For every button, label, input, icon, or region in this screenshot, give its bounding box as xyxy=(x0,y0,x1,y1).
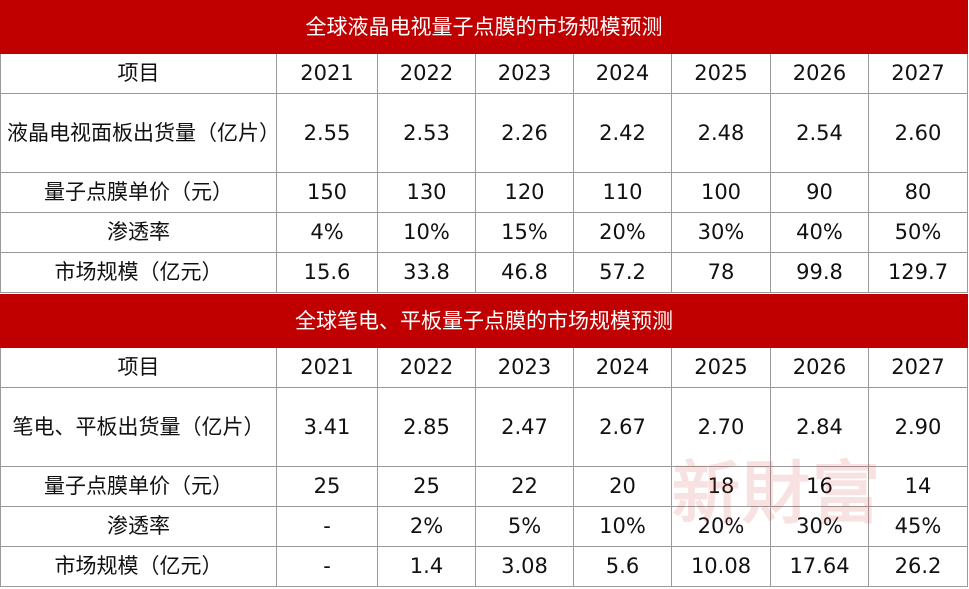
header-cell: 2025 xyxy=(671,53,771,94)
table-cell: 17.64 xyxy=(770,546,869,587)
table-cell: 20% xyxy=(573,212,672,253)
tv-quantum-dot-table: 全球液晶电视量子点膜的市场规模预测 项目 2021 2022 2023 2024… xyxy=(0,0,968,293)
table-cell: 1.4 xyxy=(377,546,476,587)
row-label: 渗透率 xyxy=(0,506,277,547)
header-cell: 2021 xyxy=(276,53,378,94)
table-cell: 2.42 xyxy=(573,93,672,173)
table-row: 市场规模（亿元） - 1.4 3.08 5.6 10.08 17.64 26.2 xyxy=(0,546,968,587)
table-cell: 2.90 xyxy=(868,387,968,467)
header-cell: 2024 xyxy=(573,347,672,388)
table-cell: 100 xyxy=(671,172,771,213)
table-cell: 20 xyxy=(573,466,672,507)
table-cell: 2% xyxy=(377,506,476,547)
table-cell: 14 xyxy=(868,466,968,507)
table-cell: 25 xyxy=(276,466,378,507)
header-cell: 2024 xyxy=(573,53,672,94)
table-cell: 22 xyxy=(475,466,574,507)
table-cell: 2.47 xyxy=(475,387,574,467)
table-cell: 90 xyxy=(770,172,869,213)
row-label: 市场规模（亿元） xyxy=(0,252,277,293)
table-cell: 30% xyxy=(671,212,771,253)
header-cell: 2026 xyxy=(770,53,869,94)
table-cell: 25 xyxy=(377,466,476,507)
row-label: 渗透率 xyxy=(0,212,277,253)
table-cell: 110 xyxy=(573,172,672,213)
table-cell: 10% xyxy=(573,506,672,547)
table-cell: 15% xyxy=(475,212,574,253)
table-cell: 2.54 xyxy=(770,93,869,173)
header-cell: 项目 xyxy=(0,347,277,388)
table-row: 液晶电视面板出货量（亿片） 2.55 2.53 2.26 2.42 2.48 2… xyxy=(0,93,968,173)
table-cell: 57.2 xyxy=(573,252,672,293)
table-cell: 3.41 xyxy=(276,387,378,467)
table-cell: 45% xyxy=(868,506,968,547)
table-cell: 2.85 xyxy=(377,387,476,467)
table-cell: 2.84 xyxy=(770,387,869,467)
table-cell: 2.53 xyxy=(377,93,476,173)
row-label: 液晶电视面板出货量（亿片） xyxy=(0,93,280,173)
header-cell: 2027 xyxy=(868,347,968,388)
header-row: 项目 2021 2022 2023 2024 2025 2026 2027 xyxy=(0,347,968,388)
table-cell: 18 xyxy=(671,466,771,507)
table-title: 全球笔电、平板量子点膜的市场规模预测 xyxy=(0,294,968,348)
header-cell: 2021 xyxy=(276,347,378,388)
table-cell: 2.48 xyxy=(671,93,771,173)
table-cell: 10% xyxy=(377,212,476,253)
laptop-tablet-quantum-dot-table: 全球笔电、平板量子点膜的市场规模预测 项目 2021 2022 2023 202… xyxy=(0,294,968,587)
table-cell: - xyxy=(276,546,378,587)
table-row: 市场规模（亿元） 15.6 33.8 46.8 57.2 78 99.8 129… xyxy=(0,252,968,293)
header-cell: 2023 xyxy=(475,53,574,94)
table-cell: 78 xyxy=(671,252,771,293)
table-cell: 33.8 xyxy=(377,252,476,293)
table-cell: 30% xyxy=(770,506,869,547)
table-cell: 120 xyxy=(475,172,574,213)
header-cell: 2022 xyxy=(377,347,476,388)
table-cell: 2.60 xyxy=(868,93,968,173)
table-cell: 99.8 xyxy=(770,252,869,293)
table-row: 量子点膜单价（元） 25 25 22 20 18 16 14 xyxy=(0,466,968,507)
table-cell: 130 xyxy=(377,172,476,213)
table-cell: 46.8 xyxy=(475,252,574,293)
table-cell: 2.55 xyxy=(276,93,378,173)
table-cell: 15.6 xyxy=(276,252,378,293)
row-label: 量子点膜单价（元） xyxy=(0,466,277,507)
table-cell: 2.67 xyxy=(573,387,672,467)
table-cell: 5% xyxy=(475,506,574,547)
header-cell: 2025 xyxy=(671,347,771,388)
table-cell: 26.2 xyxy=(868,546,968,587)
table-cell: 2.26 xyxy=(475,93,574,173)
table-cell: 80 xyxy=(868,172,968,213)
table-cell: 20% xyxy=(671,506,771,547)
header-cell: 2023 xyxy=(475,347,574,388)
table-cell: 50% xyxy=(868,212,968,253)
header-cell: 2026 xyxy=(770,347,869,388)
table-cell: - xyxy=(276,506,378,547)
header-row: 项目 2021 2022 2023 2024 2025 2026 2027 xyxy=(0,53,968,94)
table-cell: 16 xyxy=(770,466,869,507)
row-label: 量子点膜单价（元） xyxy=(0,172,277,213)
row-label: 笔电、平板出货量（亿片） xyxy=(0,387,277,467)
table-cell: 5.6 xyxy=(573,546,672,587)
header-cell: 项目 xyxy=(0,53,277,94)
table-cell: 10.08 xyxy=(671,546,771,587)
table-row: 渗透率 4% 10% 15% 20% 30% 40% 50% xyxy=(0,212,968,253)
table-cell: 4% xyxy=(276,212,378,253)
table-row: 渗透率 - 2% 5% 10% 20% 30% 45% xyxy=(0,506,968,547)
table-cell: 150 xyxy=(276,172,378,213)
header-cell: 2022 xyxy=(377,53,476,94)
table-cell: 2.70 xyxy=(671,387,771,467)
table-cell: 129.7 xyxy=(868,252,968,293)
table-cell: 3.08 xyxy=(475,546,574,587)
table-row: 量子点膜单价（元） 150 130 120 110 100 90 80 xyxy=(0,172,968,213)
table-cell: 40% xyxy=(770,212,869,253)
table-title: 全球液晶电视量子点膜的市场规模预测 xyxy=(0,0,968,54)
row-label: 市场规模（亿元） xyxy=(0,546,277,587)
table-row: 笔电、平板出货量（亿片） 3.41 2.85 2.47 2.67 2.70 2.… xyxy=(0,387,968,467)
header-cell: 2027 xyxy=(868,53,968,94)
